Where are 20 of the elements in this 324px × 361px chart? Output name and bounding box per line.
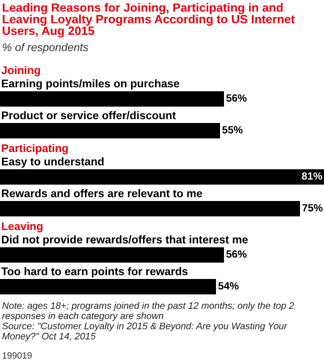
data-label: 56% — [226, 250, 247, 258]
chart-subtitle: % of respondents — [2, 43, 88, 54]
chart-title: Leading Reasons for Joining, Participating in and Leaving Loyalty Programs According to US Internet Users, Aug 2015 — [2, 3, 295, 38]
data-label: 54% — [218, 282, 239, 290]
y-tick-label: Earning points/miles on purchase — [2, 79, 180, 90]
y-tick-label: Product or service offer/discount — [2, 111, 176, 120]
data-label: 56% — [226, 94, 247, 102]
y-tick-label: Rewards and offers are relevant to me — [2, 189, 202, 198]
text: 199019 — [2, 352, 32, 359]
text: Note: ages 18+; programs joined in the past 12 months; only the top 2 responses in each category are shown — [2, 302, 294, 321]
data-label: 75% — [302, 204, 323, 212]
annotation: Participating — [2, 144, 68, 154]
annotation: Leaving — [2, 222, 42, 232]
source-note: Source: "Customer Loyalty in 2015 & Beyond: Are you Wasting Your Money?" Oct 14, 2015 — [2, 322, 288, 342]
data-label: 81% — [302, 172, 322, 180]
data-label: 55% — [222, 126, 243, 134]
y-tick-label: Did not provide rewards/offers that interest me — [2, 235, 248, 246]
y-tick-label: Easy to understand — [2, 157, 104, 168]
annotation: Joining — [1, 66, 40, 76]
y-tick-label: Too hard to earn points for rewards — [1, 267, 188, 278]
